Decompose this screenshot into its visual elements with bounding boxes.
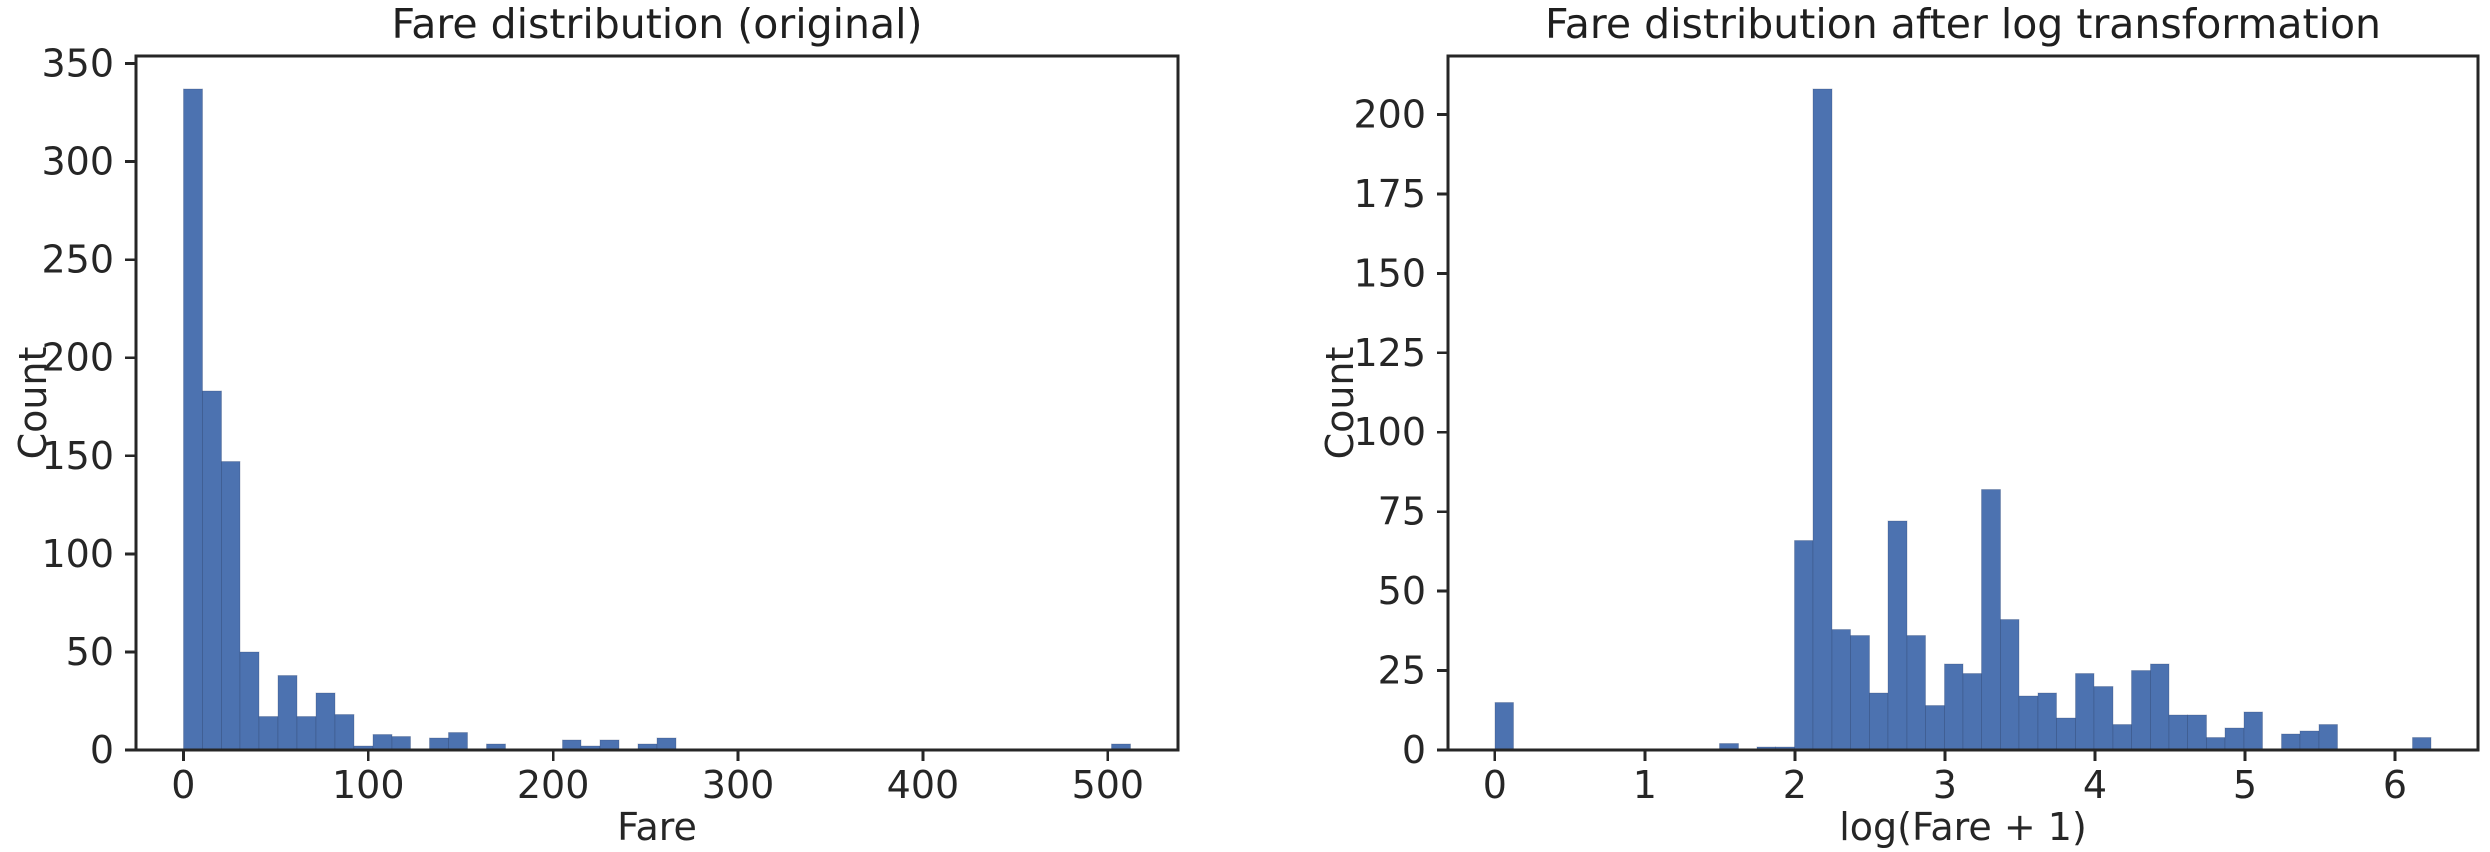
y-axis-label-count-right: Count: [1318, 346, 1362, 460]
x-tick-label: 0: [1483, 763, 1507, 807]
x-tick-label: 200: [517, 763, 590, 807]
y-tick-label: 350: [41, 42, 114, 86]
y-tick-label: 25: [1378, 649, 1426, 693]
x-tick-label: 3: [1933, 763, 1957, 807]
histogram-bar: [2149, 663, 2170, 751]
y-tick-label: 0: [90, 728, 114, 772]
x-tick-label: 100: [332, 763, 405, 807]
histogram-bar: [2131, 670, 2151, 751]
y-tick-label: 150: [1353, 251, 1426, 295]
histogram-bar: [2411, 736, 2432, 751]
x-tick-label: 300: [702, 763, 775, 807]
histogram-bar: [1962, 673, 1983, 751]
histogram-bar: [2299, 730, 2320, 751]
plot-spines: [134, 54, 1180, 752]
x-axis-label-logfare: log(Fare + 1): [1839, 805, 2087, 849]
histogram-bar: [2093, 685, 2114, 751]
histogram-bar: [2112, 724, 2133, 751]
histogram-bar: [2056, 717, 2076, 751]
histogram-bar: [1793, 539, 1814, 751]
x-tick-label: 0: [171, 763, 195, 807]
histogram-bar: [2243, 711, 2264, 751]
x-tick-label: 400: [887, 763, 960, 807]
histogram-bar: [1906, 635, 1927, 751]
histogram-bar: [2037, 692, 2058, 751]
y-tick-label: 75: [1378, 490, 1426, 534]
y-tick-label: 50: [66, 630, 114, 674]
y-tick-label: 100: [1353, 410, 1426, 454]
histogram-bar: [1887, 520, 1908, 751]
x-tick-label: 1: [1633, 763, 1657, 807]
y-tick-label: 100: [41, 532, 114, 576]
y-tick-label: 125: [1353, 331, 1426, 375]
y-tick-label: 0: [1402, 728, 1426, 772]
plot-spines: [1446, 54, 2480, 752]
histogram-bar: [1850, 635, 1870, 751]
x-tick-label: 500: [1072, 763, 1145, 807]
histogram-bar: [1999, 619, 2020, 751]
histogram-bar: [1943, 663, 1964, 751]
x-tick-label: 5: [2233, 763, 2257, 807]
x-tick-label: 2: [1783, 763, 1807, 807]
histogram-bar: [2280, 733, 2301, 751]
histogram-bar: [2318, 724, 2339, 751]
y-tick-label: 150: [41, 434, 114, 478]
histogram-bar: [2074, 673, 2095, 751]
histogram-bar: [2205, 736, 2226, 751]
histogram-bar: [1981, 488, 2001, 751]
histogram-bar: [1812, 88, 1833, 751]
y-tick-label: 200: [41, 336, 114, 380]
y-tick-label: 175: [1353, 172, 1426, 216]
y-tick-label: 250: [41, 238, 114, 282]
x-tick-label: 4: [2083, 763, 2107, 807]
histogram-bar: [1925, 705, 1945, 751]
y-tick-label: 50: [1378, 569, 1426, 613]
x-axis-label-fare: Fare: [617, 805, 697, 849]
histogram-bar: [2187, 714, 2207, 751]
histogram-bar: [1831, 628, 1852, 751]
histogram-bar: [2168, 714, 2189, 751]
histogram-bar: [2018, 695, 2039, 751]
histogram-bar: [1494, 701, 1515, 751]
x-tick-label: 6: [2383, 763, 2407, 807]
y-tick-label: 300: [41, 140, 114, 184]
y-tick-label: 200: [1353, 92, 1426, 136]
y-axis-label-count-left: Count: [11, 346, 55, 460]
histogram-bar: [2224, 727, 2245, 751]
chart-title-log: Fare distribution after log transformati…: [1544, 0, 2382, 48]
histogram-bar: [1868, 692, 1889, 751]
chart-title-original: Fare distribution (original): [391, 0, 923, 48]
